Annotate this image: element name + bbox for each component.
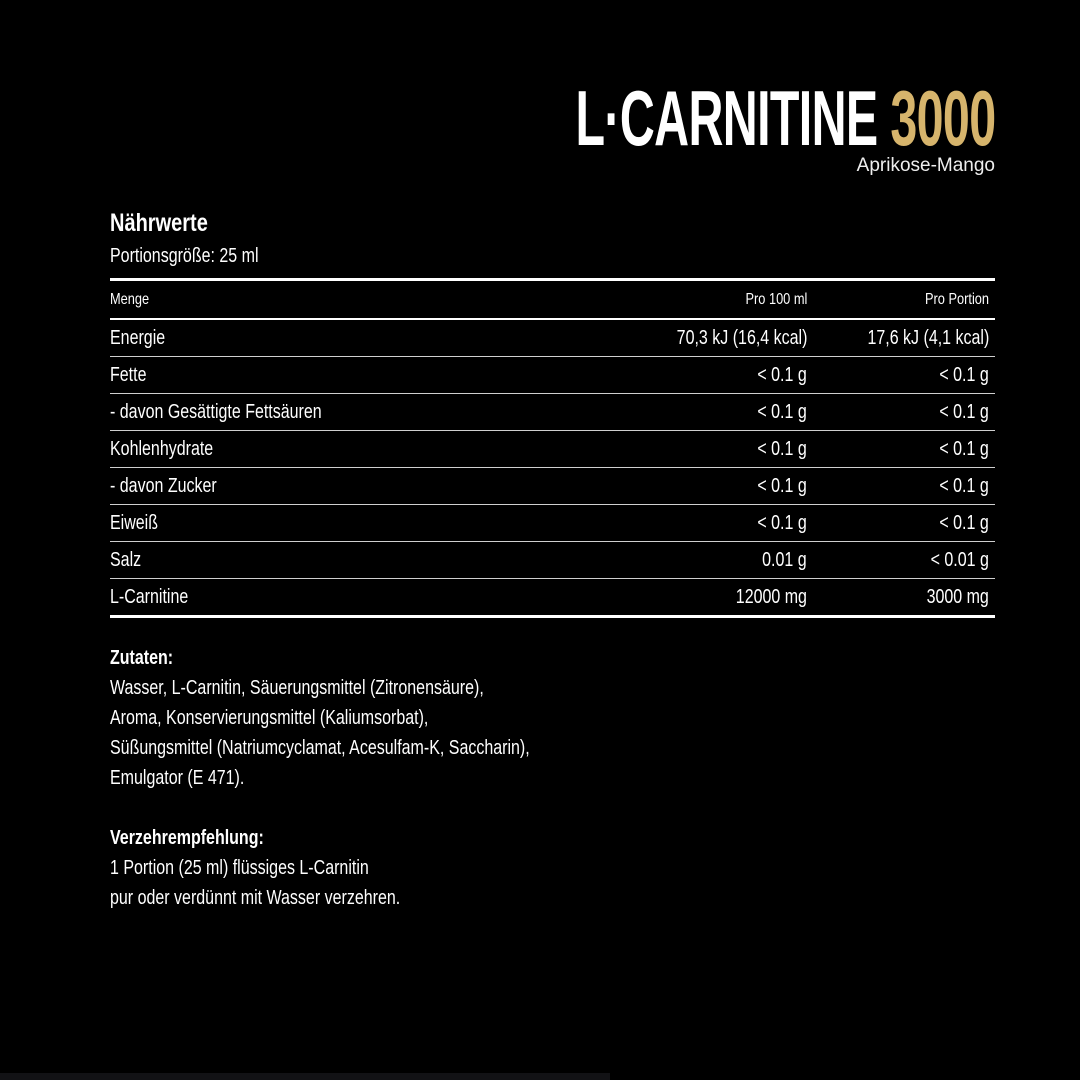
recommendation-line: pur oder verdünnt mit Wasser verzehren. xyxy=(110,887,401,909)
nutrient-value: 0.01 g xyxy=(762,548,807,571)
nutrient-value: < 0.1 g xyxy=(939,474,989,497)
ingredients-heading: Zutaten: xyxy=(110,647,174,669)
nutrient-value: < 0.01 g xyxy=(930,548,989,571)
recommendation-line: 1 Portion (25 ml) flüssiges L-Carnitin xyxy=(110,857,369,879)
table-row: Fette < 0.1 g < 0.1 g xyxy=(110,357,995,394)
recommendation: Verzehrempfehlung: 1 Portion (25 ml) flü… xyxy=(110,823,473,913)
product-title: L·CARNITINE 3000 xyxy=(318,78,996,158)
nutrient-name: Energie xyxy=(110,326,166,349)
column-header: Pro 100 ml xyxy=(745,290,807,308)
portion-size: Portionsgröße: 25 ml xyxy=(110,245,259,267)
nutrient-value: 70,3 kJ (16,4 kcal) xyxy=(676,326,807,349)
table-row: - davon Gesättigte Fettsäuren < 0.1 g < 0.… xyxy=(110,394,995,431)
product-strength: 3000 xyxy=(889,74,996,162)
nutrient-name: - davon Gesättigte Fettsäuren xyxy=(110,400,322,423)
nutrient-value: 17,6 kJ (4,1 kcal) xyxy=(867,326,989,349)
nutrition-table: Menge Pro 100 ml Pro Portion Energie 70,3… xyxy=(110,278,995,618)
nutrient-value: < 0.1 g xyxy=(939,400,989,423)
divider xyxy=(110,318,995,320)
column-header: Menge xyxy=(110,290,150,308)
nutrient-value: < 0.1 g xyxy=(757,474,807,497)
scrollbar[interactable] xyxy=(0,1073,610,1080)
nutrient-value: < 0.1 g xyxy=(757,437,807,460)
ingredients-line: Aroma, Konservierungsmittel (Kaliumsorba… xyxy=(110,707,429,729)
product-name: L·CARNITINE xyxy=(574,74,878,162)
table-row: Energie 70,3 kJ (16,4 kcal) 17,6 kJ (4,1 k… xyxy=(110,320,995,357)
ingredients: Zutaten: Wasser, L-Carnitin, Säuerungsmi… xyxy=(110,643,635,793)
table-row: L-Carnitine 12000 mg 3000 mg xyxy=(110,579,995,615)
nutrient-value: < 0.1 g xyxy=(939,511,989,534)
nutrient-value: 3000 mg xyxy=(926,585,989,608)
column-header: Pro Portion xyxy=(924,290,989,308)
table-header: Menge Pro 100 ml Pro Portion xyxy=(110,281,995,318)
ingredients-line: Emulgator (E 471). xyxy=(110,767,245,789)
nutrient-value: 12000 mg xyxy=(735,585,807,608)
nutrient-value: < 0.1 g xyxy=(757,511,807,534)
table-row: - davon Zucker < 0.1 g < 0.1 g xyxy=(110,468,995,505)
nutrient-name: Salz xyxy=(110,548,142,571)
table-row: Kohlenhydrate < 0.1 g < 0.1 g xyxy=(110,431,995,468)
nutrient-value: < 0.1 g xyxy=(939,363,989,386)
nutrient-name: Fette xyxy=(110,363,147,386)
nutrient-name: Kohlenhydrate xyxy=(110,437,214,460)
nutrition-heading: Nährwerte xyxy=(110,209,208,237)
product-flavor: Aprikose-Mango xyxy=(856,155,995,176)
ingredients-line: Wasser, L-Carnitin, Säuerungsmittel (Zit… xyxy=(110,677,484,699)
ingredients-line: Süßungsmittel (Natriumcyclamat, Acesulfa… xyxy=(110,737,530,759)
nutrient-name: - davon Zucker xyxy=(110,474,217,497)
nutrient-name: L-Carnitine xyxy=(110,585,189,608)
nutrient-value: < 0.1 g xyxy=(757,363,807,386)
table-row: Eiweiß < 0.1 g < 0.1 g xyxy=(110,505,995,542)
nutrient-value: < 0.1 g xyxy=(939,437,989,460)
table-row: Salz 0.01 g < 0.01 g xyxy=(110,542,995,579)
divider xyxy=(110,278,995,281)
nutrient-value: < 0.1 g xyxy=(757,400,807,423)
recommendation-heading: Verzehrempfehlung: xyxy=(110,827,264,849)
nutrient-name: Eiweiß xyxy=(110,511,159,534)
